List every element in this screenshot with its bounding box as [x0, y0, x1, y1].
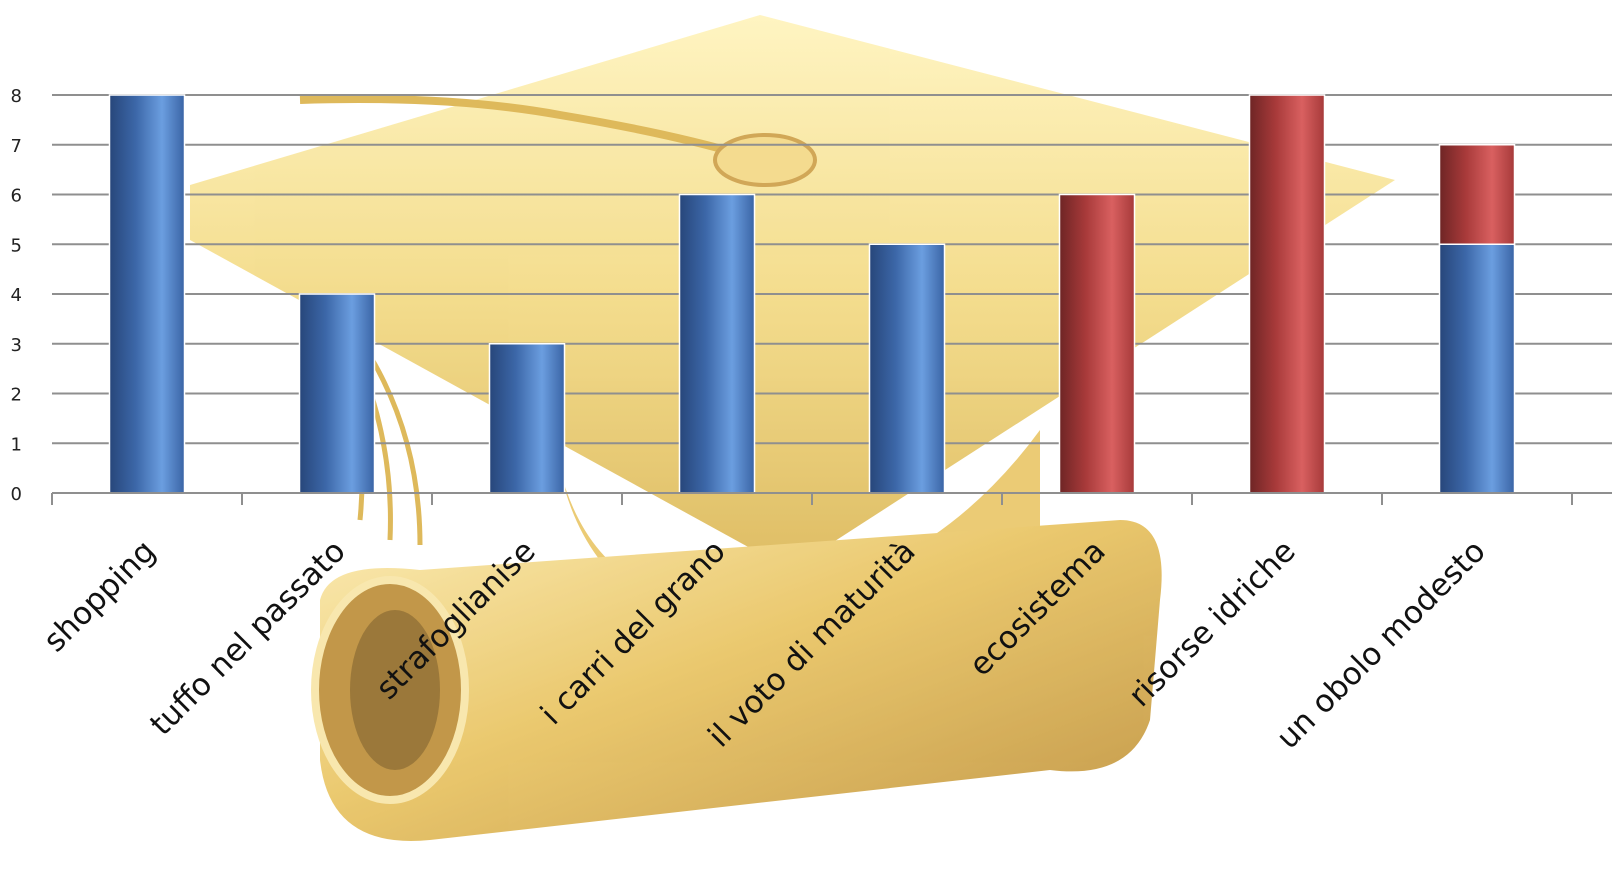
bar-blue-3	[488, 343, 566, 494]
y-tick-label: 1	[11, 434, 22, 455]
x-tick-label: shopping	[37, 533, 163, 659]
bar-red-6	[1058, 193, 1136, 494]
tassel-button-shape	[713, 133, 817, 187]
bar-blue-1	[108, 94, 186, 494]
bar-blue-4	[678, 193, 756, 494]
graduation-cap-illustration	[190, 15, 1395, 841]
bars-group	[108, 94, 1516, 494]
bar-red-7	[1248, 94, 1326, 494]
bar-blue-2	[298, 293, 376, 494]
y-tick-label: 8	[11, 86, 22, 107]
scroll-hollow-shape	[350, 610, 440, 770]
y-tick-label: 4	[11, 285, 22, 306]
y-tick-label: 2	[11, 385, 22, 406]
y-tick-label: 7	[11, 136, 22, 157]
diploma-scroll-shape	[320, 520, 1162, 841]
bar-blue-8	[1438, 243, 1516, 494]
y-tick-labels: 0 1 2 3 4 5 6 7 8	[11, 86, 22, 505]
x-tick-label: un obolo modesto	[1270, 533, 1493, 756]
y-tick-label: 5	[11, 235, 22, 256]
cap-board-shape	[190, 15, 1395, 570]
bar-blue-5	[868, 243, 946, 494]
y-tick-label: 0	[11, 484, 22, 505]
bar-red-8	[1438, 144, 1516, 245]
y-tick-label: 3	[11, 335, 22, 356]
axes-group	[51, 492, 1612, 505]
y-tick-label: 6	[11, 186, 22, 207]
